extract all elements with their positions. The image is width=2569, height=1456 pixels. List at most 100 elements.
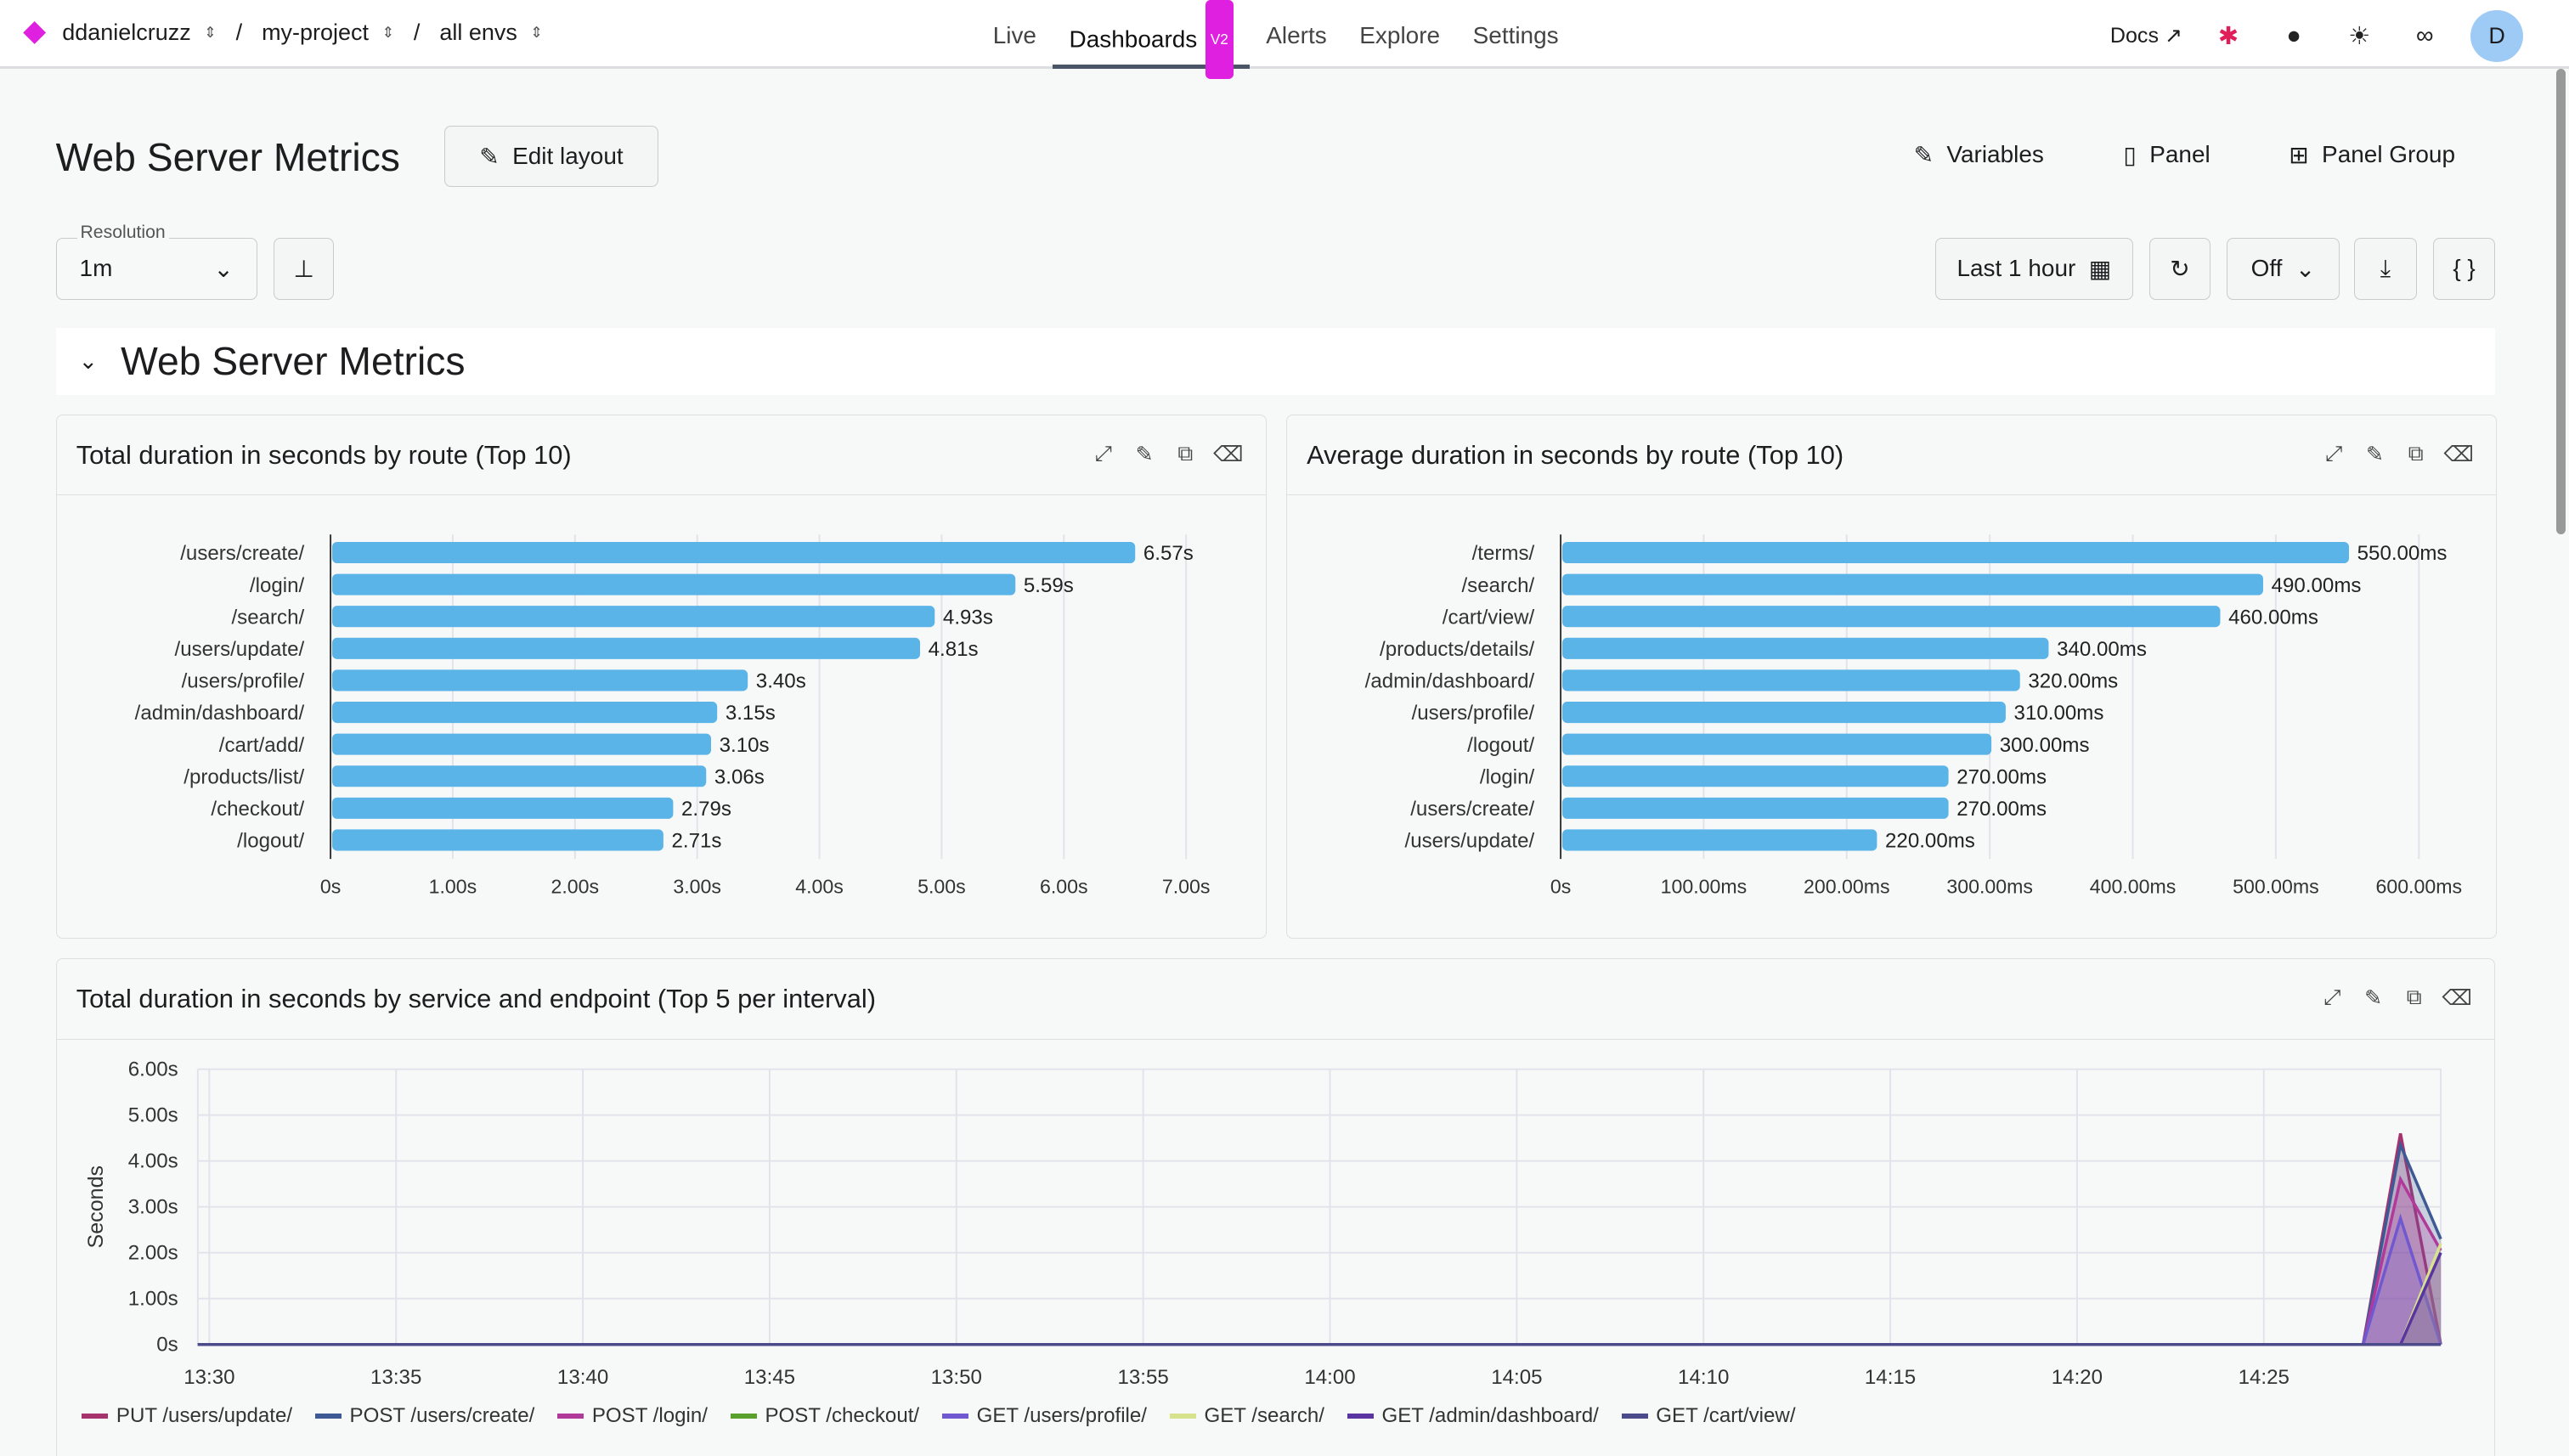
docs-label: Docs: [2109, 24, 2159, 48]
docs-link[interactable]: Docs ↗: [2110, 23, 2182, 48]
panel-label: Panel: [2149, 141, 2210, 168]
chevron-updown-icon: ⇕: [381, 24, 394, 42]
series-area: [197, 1144, 2441, 1345]
y-tick-label: /users/profile/: [1412, 703, 1535, 725]
data-label: 550.00ms: [2357, 543, 2448, 566]
resolution-label: Resolution: [76, 223, 169, 244]
x-tick-label: 400.00ms: [2090, 876, 2177, 898]
pencil-icon[interactable]: ✎: [2364, 986, 2383, 1011]
nav-live[interactable]: Live: [992, 22, 1036, 48]
y-tick-label: /logout/: [237, 830, 304, 853]
project-selector[interactable]: my-project: [262, 20, 370, 46]
nav-dashboards[interactable]: Dashboards V2: [1053, 0, 1250, 79]
edit-layout-label: Edit layout: [512, 143, 624, 170]
auto-refresh-value: Off: [2250, 255, 2283, 282]
y-tick-label: /users/profile/: [181, 670, 304, 693]
data-label: 3.06s: [714, 766, 764, 789]
data-label: 3.10s: [719, 734, 769, 757]
trash-icon[interactable]: ⌫: [2443, 442, 2474, 466]
copy-icon[interactable]: ⧉: [2408, 441, 2424, 466]
slack-icon[interactable]: ✱: [2217, 22, 2239, 50]
copy-icon[interactable]: ⧉: [2406, 985, 2422, 1010]
legend-label: GET /cart/view/: [1656, 1403, 1796, 1427]
panel-group-title: Web Server Metrics: [121, 339, 466, 384]
pencil-icon[interactable]: ✎: [1135, 442, 1154, 466]
auto-refresh-select[interactable]: Off ⌄: [2226, 237, 2340, 300]
chevron-down-icon: ⌄: [78, 347, 99, 374]
github-icon[interactable]: ●: [2286, 21, 2301, 49]
x-tick-label: 100.00ms: [1661, 876, 1747, 898]
chevron-down-icon: ⌄: [213, 255, 234, 282]
page-scrollbar[interactable]: [2555, 68, 2566, 534]
legend-label: GET /search/: [1204, 1403, 1324, 1427]
data-label: 490.00ms: [2272, 574, 2362, 597]
legend-item[interactable]: POST /checkout/: [730, 1404, 919, 1428]
resolution-select[interactable]: 1m ⌄: [55, 237, 257, 300]
legend-item[interactable]: GET /admin/dashboard/: [1347, 1404, 1599, 1428]
series-area: [197, 1243, 2441, 1345]
edit-layout-button[interactable]: ✎ Edit layout: [443, 126, 659, 187]
breadcrumb: ddanielcruzz ⇕ / my-project ⇕ / all envs ⇕: [22, 20, 543, 46]
bar: [1561, 669, 2020, 691]
nav-explore[interactable]: Explore: [1359, 22, 1441, 48]
y-tick-label: /search/: [231, 607, 304, 629]
download-button[interactable]: ⤓: [2354, 237, 2417, 300]
nav-alerts[interactable]: Alerts: [1266, 22, 1327, 48]
y-axis-label: Seconds: [84, 1165, 108, 1249]
y-tick-label: 0s: [156, 1333, 178, 1356]
theme-sun-icon[interactable]: ☀: [2348, 22, 2371, 50]
time-range-picker[interactable]: Last 1 hour ▦: [1934, 237, 2133, 300]
env-selector[interactable]: all envs: [439, 20, 517, 46]
panel-group-header[interactable]: ⌄ Web Server Metrics: [55, 327, 2496, 395]
variables-button[interactable]: ✎ Variables: [1914, 141, 2044, 169]
nav-dashboards-label: Dashboards: [1069, 25, 1198, 53]
calendar-icon: ▦: [2088, 255, 2112, 282]
add-panel-group-button[interactable]: ⊞ Panel Group: [2289, 141, 2455, 169]
link-icon[interactable]: ∞: [2416, 21, 2434, 49]
legend-item[interactable]: POST /users/create/: [315, 1404, 534, 1428]
pin-icon: ⊥: [293, 255, 314, 282]
x-tick-label: 13:55: [1117, 1366, 1168, 1389]
add-panel-button[interactable]: ▯ Panel: [2123, 141, 2210, 169]
legend-label: POST /login/: [591, 1403, 708, 1427]
trash-icon[interactable]: ⌫: [2442, 986, 2472, 1011]
legend-item[interactable]: GET /cart/view/: [1621, 1403, 1796, 1428]
expand-icon[interactable]: ⤢: [1094, 441, 1112, 466]
external-link-icon: ↗: [2164, 24, 2182, 48]
v2-badge: V2: [1205, 0, 1234, 79]
org-selector[interactable]: ddanielcruzz: [62, 20, 191, 46]
legend-item[interactable]: GET /users/profile/: [942, 1404, 1147, 1428]
x-tick-label: 5.00s: [918, 876, 966, 898]
y-tick-label: 4.00s: [127, 1149, 178, 1172]
data-label: 4.81s: [928, 638, 978, 661]
copy-icon[interactable]: ⧉: [1177, 441, 1194, 466]
bar: [1561, 702, 2006, 724]
x-tick-label: 4.00s: [795, 876, 844, 898]
y-tick-label: /products/details/: [1380, 638, 1534, 661]
legend-swatch: [557, 1413, 584, 1419]
data-label: 2.71s: [671, 830, 721, 853]
panel-group-label: Panel Group: [2322, 141, 2455, 168]
pin-button[interactable]: ⊥: [274, 237, 335, 300]
panel-title: Total duration in seconds by route (Top …: [76, 439, 572, 470]
x-tick-label: 14:05: [1491, 1366, 1542, 1389]
json-button[interactable]: { }: [2432, 237, 2496, 300]
nav-settings[interactable]: Settings: [1472, 22, 1559, 48]
x-tick-label: 300.00ms: [1946, 876, 2033, 898]
refresh-button[interactable]: ↻: [2149, 237, 2210, 300]
legend-item[interactable]: POST /login/: [557, 1404, 708, 1428]
x-tick-label: 0s: [319, 876, 340, 898]
data-label: 270.00ms: [1956, 798, 2047, 821]
legend-item[interactable]: PUT /users/update/: [82, 1404, 292, 1428]
legend-label: GET /admin/dashboard/: [1381, 1403, 1599, 1427]
x-tick-label: 14:10: [1678, 1366, 1729, 1389]
expand-icon[interactable]: ⤢: [2323, 985, 2341, 1010]
avatar[interactable]: D: [2470, 9, 2523, 63]
legend-item[interactable]: GET /search/: [1170, 1404, 1324, 1428]
y-tick-label: /login/: [249, 574, 304, 597]
pencil-icon[interactable]: ✎: [2365, 442, 2384, 466]
trash-icon[interactable]: ⌫: [1213, 442, 1244, 466]
data-label: 4.93s: [942, 607, 992, 629]
expand-icon[interactable]: ⤢: [2325, 441, 2343, 466]
